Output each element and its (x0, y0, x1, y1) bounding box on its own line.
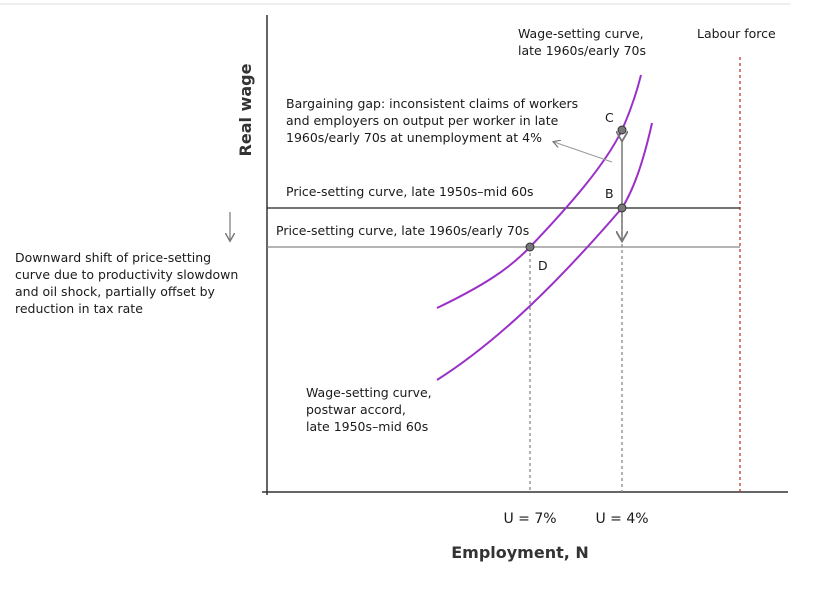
label-line: Wage-setting curve, (306, 385, 432, 400)
point-b (617, 203, 627, 213)
x-tick-label: U = 7% (503, 511, 556, 527)
label-line: late 1950s–mid 60s (306, 419, 428, 434)
pointer-arrow (554, 142, 613, 163)
label-line: late 1960s/early 70s (518, 43, 646, 58)
point-d (525, 242, 535, 252)
label-line: curve due to productivity slowdown (15, 267, 238, 282)
label-line: reduction in tax rate (15, 301, 143, 316)
point-label: B (605, 186, 614, 201)
point-label: D (538, 258, 548, 273)
point-c (617, 125, 627, 135)
wage-setting-postwar (436, 122, 653, 381)
label-line: Bargaining gap: inconsistent claims of w… (286, 96, 578, 111)
curve-label: Labour force (697, 26, 776, 41)
label-line: 1960s/early 70s at unemployment at 4% (286, 130, 542, 145)
label-line: and employers on output per worker in la… (286, 113, 559, 128)
y-axis-title: Real wage (236, 63, 255, 156)
x-tick-label: U = 4% (595, 511, 648, 527)
multiline-labels: Wage-setting curve, late 1960s/early 70s W… (15, 26, 646, 434)
x-axis-title: Employment, N (451, 543, 589, 562)
wage-setting-late (436, 74, 642, 309)
label-line: Downward shift of price-setting (15, 250, 211, 265)
label-line: postwar accord, (306, 402, 406, 417)
curve-label: Price-setting curve, late 1960s/early 70… (276, 223, 529, 238)
label-line: and oil shock, partially offset by (15, 284, 216, 299)
point-label: C (605, 110, 614, 125)
curve-label: Price-setting curve, late 1950s–mid 60s (286, 184, 534, 199)
label-line: Wage-setting curve, (518, 26, 644, 41)
